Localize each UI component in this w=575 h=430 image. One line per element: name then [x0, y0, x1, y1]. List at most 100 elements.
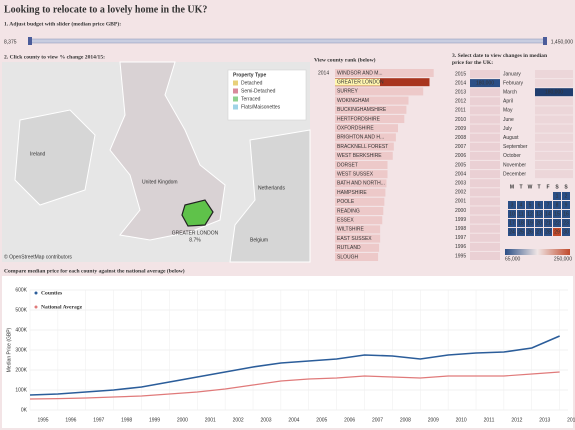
day-label[interactable]: 8: [556, 202, 559, 208]
month-cell[interactable]: [535, 79, 573, 88]
day-cell[interactable]: [544, 210, 552, 218]
year-label[interactable]: 2005: [455, 162, 466, 168]
year-label[interactable]: 1999: [455, 217, 466, 223]
map[interactable]: [2, 61, 311, 263]
day-cell[interactable]: [517, 201, 525, 209]
day-label[interactable]: 11: [518, 211, 523, 217]
year-label[interactable]: 2000: [455, 208, 466, 214]
day-label[interactable]: 13: [536, 211, 542, 217]
day-label[interactable]: 28: [545, 229, 551, 235]
year-cell[interactable]: [470, 142, 500, 151]
year-label[interactable]: 2011: [455, 108, 466, 114]
greater-london[interactable]: [181, 199, 214, 227]
day-label[interactable]: 23: [563, 220, 569, 226]
year-label[interactable]: 2015: [455, 71, 466, 77]
year-label[interactable]: 2013: [455, 90, 466, 96]
rank-bar[interactable]: [335, 161, 388, 169]
rank-bar[interactable]: [335, 179, 387, 188]
day-cell[interactable]: [535, 228, 543, 236]
slider-handle[interactable]: [543, 37, 547, 45]
year-label[interactable]: 2004: [455, 171, 466, 177]
month-cell[interactable]: [535, 106, 573, 115]
day-label[interactable]: 26: [527, 229, 533, 235]
day-cell[interactable]: [544, 228, 552, 236]
month-cell[interactable]: [535, 70, 573, 78]
year-cell[interactable]: [470, 88, 500, 97]
county-name[interactable]: WINDSOR AND M...: [337, 70, 383, 76]
day-label[interactable]: 3: [511, 202, 514, 208]
day-label[interactable]: 10: [509, 211, 515, 217]
year-cell[interactable]: [470, 115, 500, 124]
day-label[interactable]: 15: [554, 211, 560, 217]
month-label[interactable]: June: [503, 117, 514, 123]
month-label[interactable]: April: [503, 99, 513, 105]
year-label[interactable]: 2012: [455, 99, 466, 105]
year-label[interactable]: 2007: [455, 144, 466, 150]
county-name[interactable]: BATH AND NORTH...: [337, 181, 385, 187]
day-label[interactable]: 9: [565, 202, 568, 208]
slider-track[interactable]: [29, 38, 546, 44]
rank-bar[interactable]: [335, 105, 407, 114]
day-cell[interactable]: [544, 219, 552, 227]
rank-bar[interactable]: [335, 124, 398, 133]
county-name[interactable]: RUTLAND: [337, 245, 361, 251]
day-cell[interactable]: [526, 228, 534, 236]
rank-bar[interactable]: [335, 243, 380, 252]
year-cell[interactable]: [470, 179, 500, 188]
year-cell[interactable]: [470, 124, 500, 133]
year-cell[interactable]: [470, 206, 500, 215]
year-label[interactable]: 2010: [455, 117, 466, 123]
month-label[interactable]: March: [503, 90, 517, 96]
day-label[interactable]: 22: [554, 220, 560, 226]
year-cell[interactable]: [470, 79, 500, 88]
day-label[interactable]: 16: [563, 211, 569, 217]
year-label[interactable]: 2006: [455, 153, 466, 159]
day-label[interactable]: 6: [538, 202, 541, 208]
year-cell[interactable]: [470, 133, 500, 142]
year-cell[interactable]: [470, 70, 500, 78]
county-name[interactable]: GREATER LONDON: [337, 80, 384, 86]
rank-bar[interactable]: [335, 225, 381, 234]
year-label[interactable]: 2002: [455, 190, 466, 196]
month-label[interactable]: January: [503, 71, 521, 77]
year-label[interactable]: 2014: [455, 80, 466, 86]
rank-bar[interactable]: [335, 197, 385, 206]
rank-bar[interactable]: [335, 78, 430, 87]
day-cell[interactable]: [508, 201, 516, 209]
day-cell[interactable]: [508, 210, 516, 218]
county-name[interactable]: EAST SUSSEX: [337, 236, 372, 242]
rank-bar[interactable]: [335, 253, 379, 261]
county-name[interactable]: WOKINGHAM: [337, 98, 369, 104]
month-label[interactable]: November: [503, 162, 526, 168]
day-label[interactable]: 29: [554, 229, 560, 235]
slider-handle[interactable]: [28, 37, 32, 45]
year-cell[interactable]: [470, 188, 500, 197]
day-cell[interactable]: [535, 219, 543, 227]
year-cell[interactable]: [470, 252, 500, 260]
day-cell[interactable]: [508, 219, 516, 227]
rank-bar[interactable]: [335, 170, 388, 179]
year-cell[interactable]: [470, 106, 500, 115]
day-cell[interactable]: [544, 201, 552, 209]
year-cell[interactable]: [470, 215, 500, 224]
year-cell[interactable]: [470, 97, 500, 106]
month-label[interactable]: February: [503, 80, 524, 86]
day-cell[interactable]: [553, 210, 561, 218]
year-label[interactable]: 1997: [455, 235, 466, 241]
county-name[interactable]: DORSET: [337, 162, 358, 168]
month-label[interactable]: August: [503, 135, 519, 141]
day-cell[interactable]: [553, 228, 561, 236]
year-cell[interactable]: [470, 161, 500, 169]
county-name[interactable]: ESSEX: [337, 218, 354, 224]
day-cell[interactable]: [517, 228, 525, 236]
month-label[interactable]: September: [503, 144, 528, 150]
year-label[interactable]: 2003: [455, 181, 466, 187]
month-label[interactable]: December: [503, 171, 526, 177]
day-label[interactable]: 19: [527, 220, 533, 226]
county-name[interactable]: SLOUGH: [337, 254, 359, 260]
month-cell[interactable]: [535, 142, 573, 151]
month-cell[interactable]: [535, 115, 573, 124]
month-cell[interactable]: [535, 170, 573, 179]
day-label[interactable]: 30: [563, 229, 569, 235]
county-name[interactable]: HERTFORDSHIRE: [337, 116, 381, 122]
